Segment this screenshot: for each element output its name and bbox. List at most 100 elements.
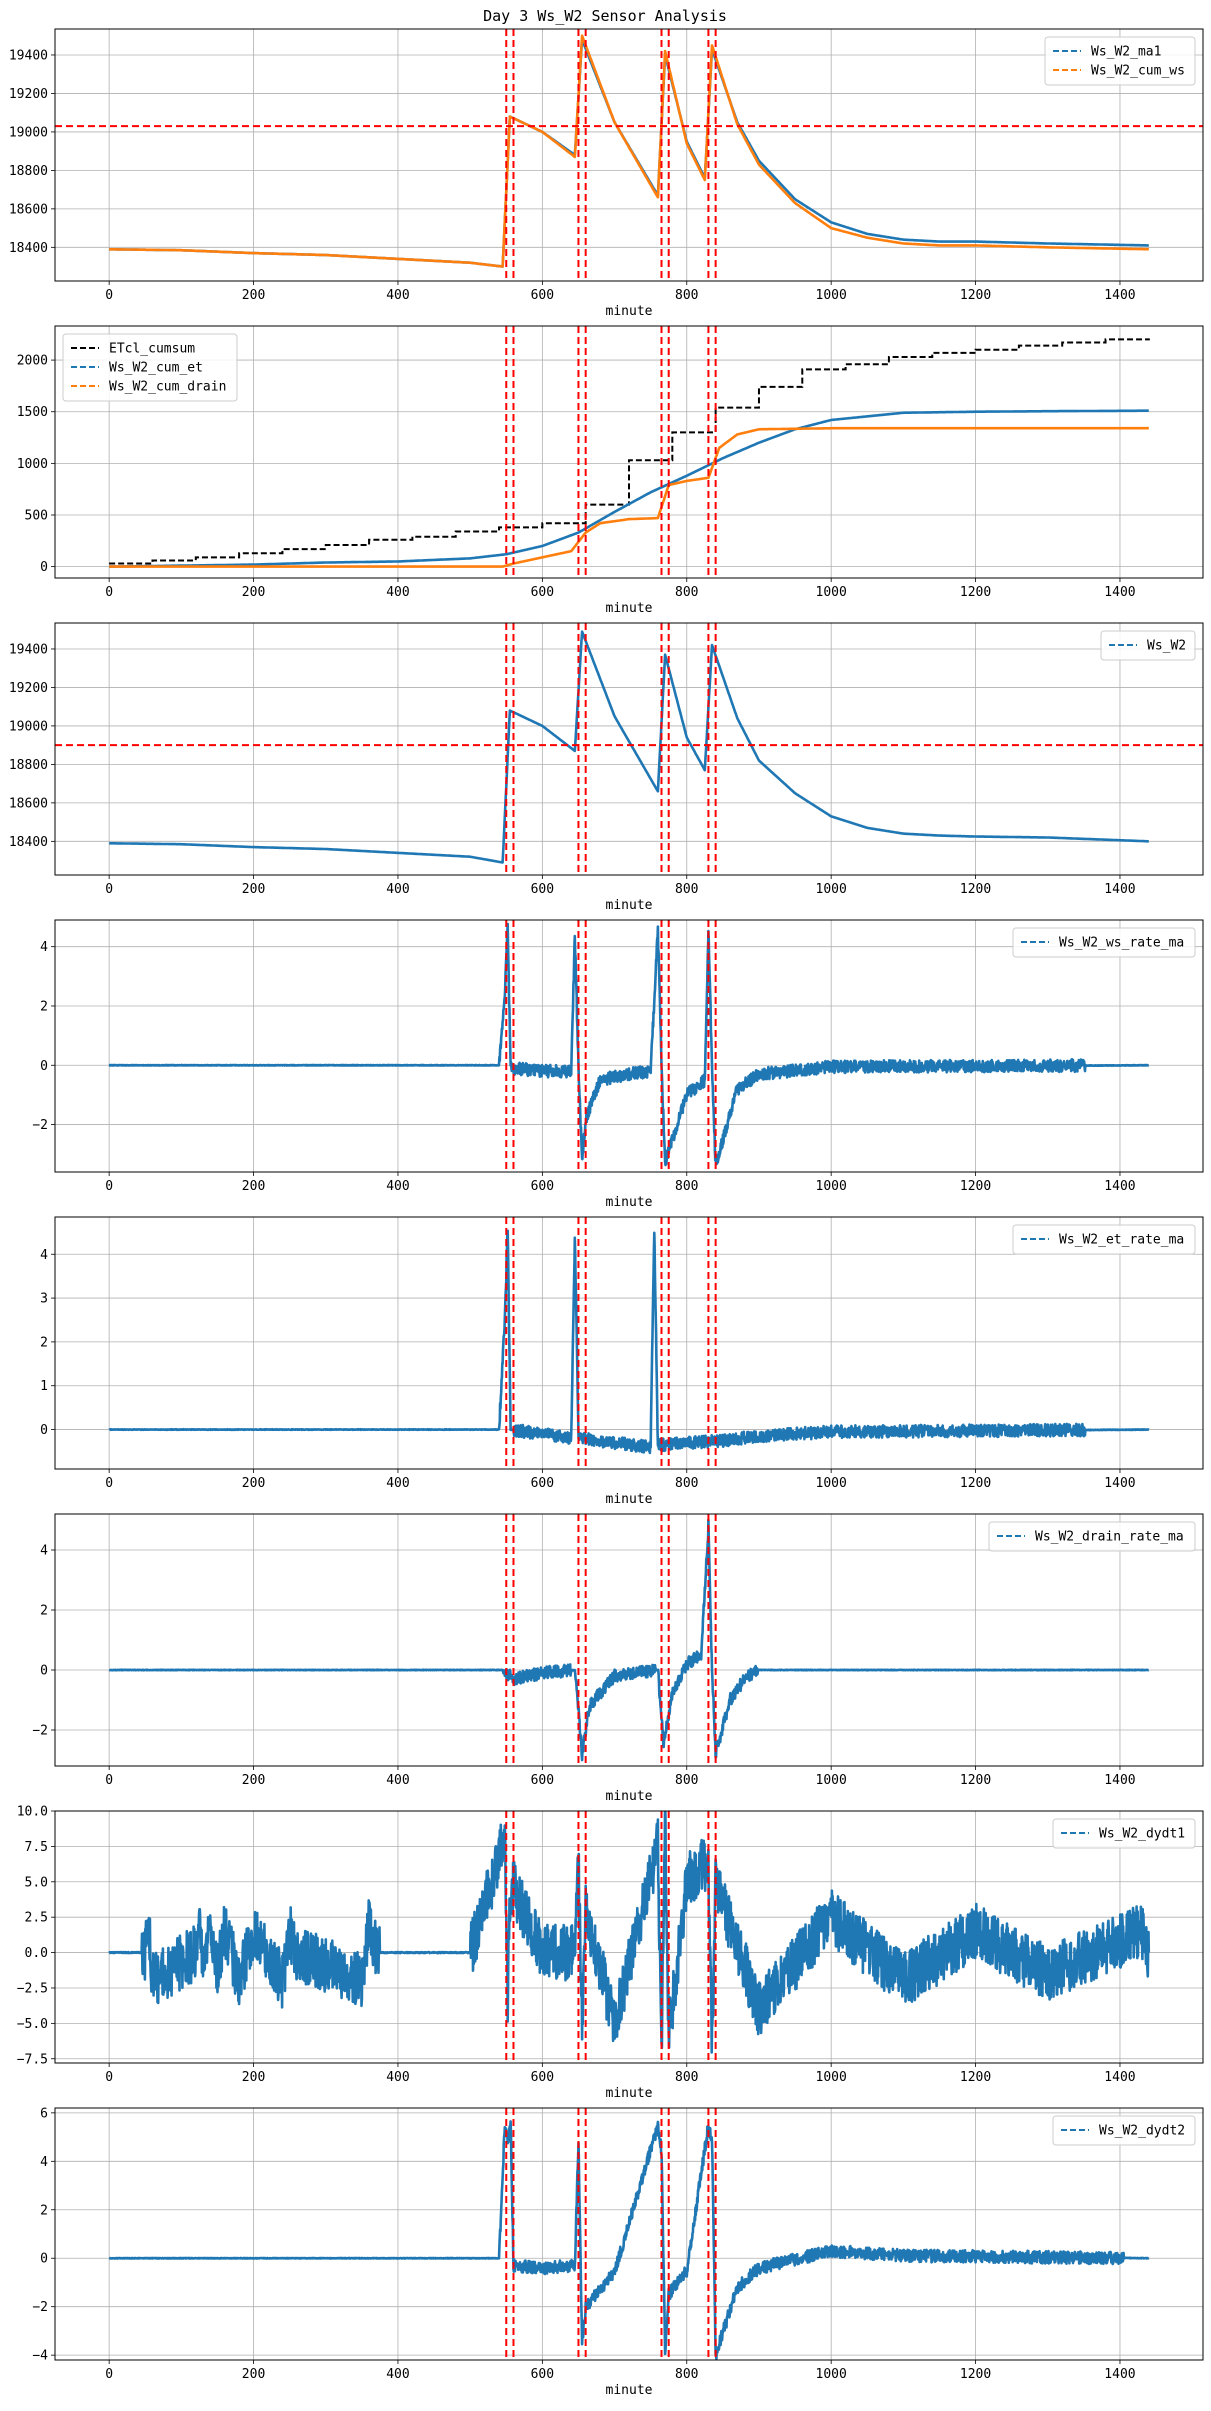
legend-label: Ws_W2_drain_rate_ma [1035,1530,1184,1545]
axes-frame [54,28,1204,282]
series-line-Ws_W2_dydt1 [108,1811,1151,2054]
subplot-5: 0 200 400 600 800 1000 1200 1400 0 1 2 3 4 minute Ws_W… [40,1216,1204,1507]
x-tick-label: 600 [531,2070,554,2085]
plot-area [55,29,1203,281]
legend: Ws_W2_et_rate_ma [1012,1224,1196,1255]
x-tick-label: 1200 [960,2367,991,2382]
x-tick-label: 1400 [1104,1773,1135,1788]
legend-label: ETcl_cumsum [109,342,195,357]
series-line-Ws_W2_cum_ws [108,34,1150,268]
plot-area [108,920,1150,1172]
x-tick-label: 1000 [816,1179,847,1194]
x-axis-label: minute [606,1195,653,1210]
x-tick-label: 200 [242,288,265,303]
legend-box [1052,1818,1196,1849]
legend: Ws_W2_ws_rate_ma [1012,927,1196,958]
x-tick-label: 1400 [1104,882,1135,897]
x-tick-label: 1400 [1104,2070,1135,2085]
legend-box [62,333,238,402]
x-tick-label: 0 [105,1179,113,1194]
y-tick-label: −2 [32,2300,48,2315]
x-tick-label: 600 [531,2367,554,2382]
subplot-1: 0 200 400 600 800 1000 1200 1400 18400 18600 18800… [9,28,1204,319]
x-tick-label: 200 [242,1476,265,1491]
series-line-Ws_W2_cum_drain [108,426,1150,568]
x-tick-label: 200 [242,1179,265,1194]
series-line-Ws_W2_et_rate_ma [108,1229,1150,1455]
x-axis-label: minute [606,2383,653,2398]
x-axis-label: minute [606,601,653,616]
x-tick-label: 600 [531,1773,554,1788]
x-tick-label: 0 [105,882,113,897]
x-tick-label: 800 [675,585,698,600]
y-tick-label: 7.5 [25,1840,48,1855]
y-tick-label: 0.0 [25,1946,48,1961]
x-tick-label: 1200 [960,288,991,303]
x-tick-label: 1200 [960,585,991,600]
y-tick-label: 0 [40,1423,48,1438]
subplot-4: 0 200 400 600 800 1000 1200 1400 −2 0 2 4 minute Ws_W… [32,919,1204,1210]
x-tick-label: 1000 [816,2367,847,2382]
x-tick-label: 1200 [960,1476,991,1491]
subplot-7: 0 200 400 600 800 1000 1200 1400 −7.5 −5.0 −2.5 0.0… [17,1805,1204,2101]
x-axis-label: minute [606,898,653,913]
legend-label: Ws_W2_et_rate_ma [1059,1233,1184,1248]
y-tick-label: 18600 [9,202,48,217]
x-tick-label: 600 [531,1476,554,1491]
legend-label: Ws_W2_ma1 [1091,45,1161,60]
series-line-ETcl_cumsum [109,338,1150,565]
axes-frame [54,919,1204,1173]
x-tick-label: 0 [105,1476,113,1491]
y-tick-label: 4 [40,2155,48,2170]
x-tick-label: 800 [675,882,698,897]
x-tick-label: 1000 [816,882,847,897]
legend-label: Ws_W2_cum_et [109,361,203,376]
legend-box [1044,36,1196,86]
y-tick-label: −2.5 [17,1981,48,1996]
y-tick-label: 2000 [17,354,48,369]
plot-area [108,326,1150,578]
series-line-Ws_W2 [108,630,1150,864]
y-tick-label: 0 [40,2252,48,2267]
x-tick-label: 400 [386,1179,409,1194]
axes-frame [54,1810,1204,2064]
legend-label: Ws_W2_dydt1 [1099,1827,1185,1842]
legend-label: Ws_W2_cum_ws [1091,64,1185,79]
x-tick-label: 1000 [816,1773,847,1788]
y-tick-label: 2 [40,999,48,1014]
series-line-Ws_W2_ma1 [108,38,1150,268]
x-tick-label: 1200 [960,2070,991,2085]
y-tick-label: 2.5 [25,1911,48,1926]
x-tick-label: 800 [675,1179,698,1194]
y-tick-label: 500 [25,509,48,524]
y-tick-label: 4 [40,940,48,955]
legend-box [1012,1224,1196,1255]
y-tick-label: 19000 [9,125,48,140]
y-tick-label: 19400 [9,642,48,657]
legend: ETcl_cumsum Ws_W2_cum_et Ws_W2_cum_drain [62,333,238,402]
y-tick-label: −2 [32,1724,48,1739]
legend-label: Ws_W2 [1147,639,1186,654]
subplot-8: 0 200 400 600 800 1000 1200 1400 −4 −2 0 2 4 6 minute W… [32,2106,1204,2398]
subplot-6: 0 200 400 600 800 1000 1200 1400 −2 0 2 4 minute Ws_W… [32,1513,1204,1804]
y-tick-label: 0 [40,560,48,575]
y-tick-label: 18400 [9,241,48,256]
subplot-3: 0 200 400 600 800 1000 1200 1400 18400 18600 18800… [9,622,1204,913]
y-tick-label: −7.5 [17,2052,48,2067]
y-tick-label: −5.0 [17,2017,48,2032]
y-tick-label: −4 [32,2349,48,2364]
x-tick-label: 1400 [1104,288,1135,303]
x-tick-label: 200 [242,2070,265,2085]
series-line-Ws_W2_cum_et [108,409,1150,568]
x-tick-label: 400 [386,2070,409,2085]
x-tick-label: 1200 [960,882,991,897]
x-tick-label: 1400 [1104,2367,1135,2382]
legend-box [1012,927,1196,958]
x-tick-label: 1000 [816,1476,847,1491]
x-tick-label: 1400 [1104,1179,1135,1194]
legend-label: Ws_W2_dydt2 [1099,2124,1185,2139]
x-tick-label: 400 [386,585,409,600]
y-tick-label: 4 [40,1248,48,1263]
legend-box [1052,2115,1196,2146]
y-tick-label: 1500 [17,405,48,420]
